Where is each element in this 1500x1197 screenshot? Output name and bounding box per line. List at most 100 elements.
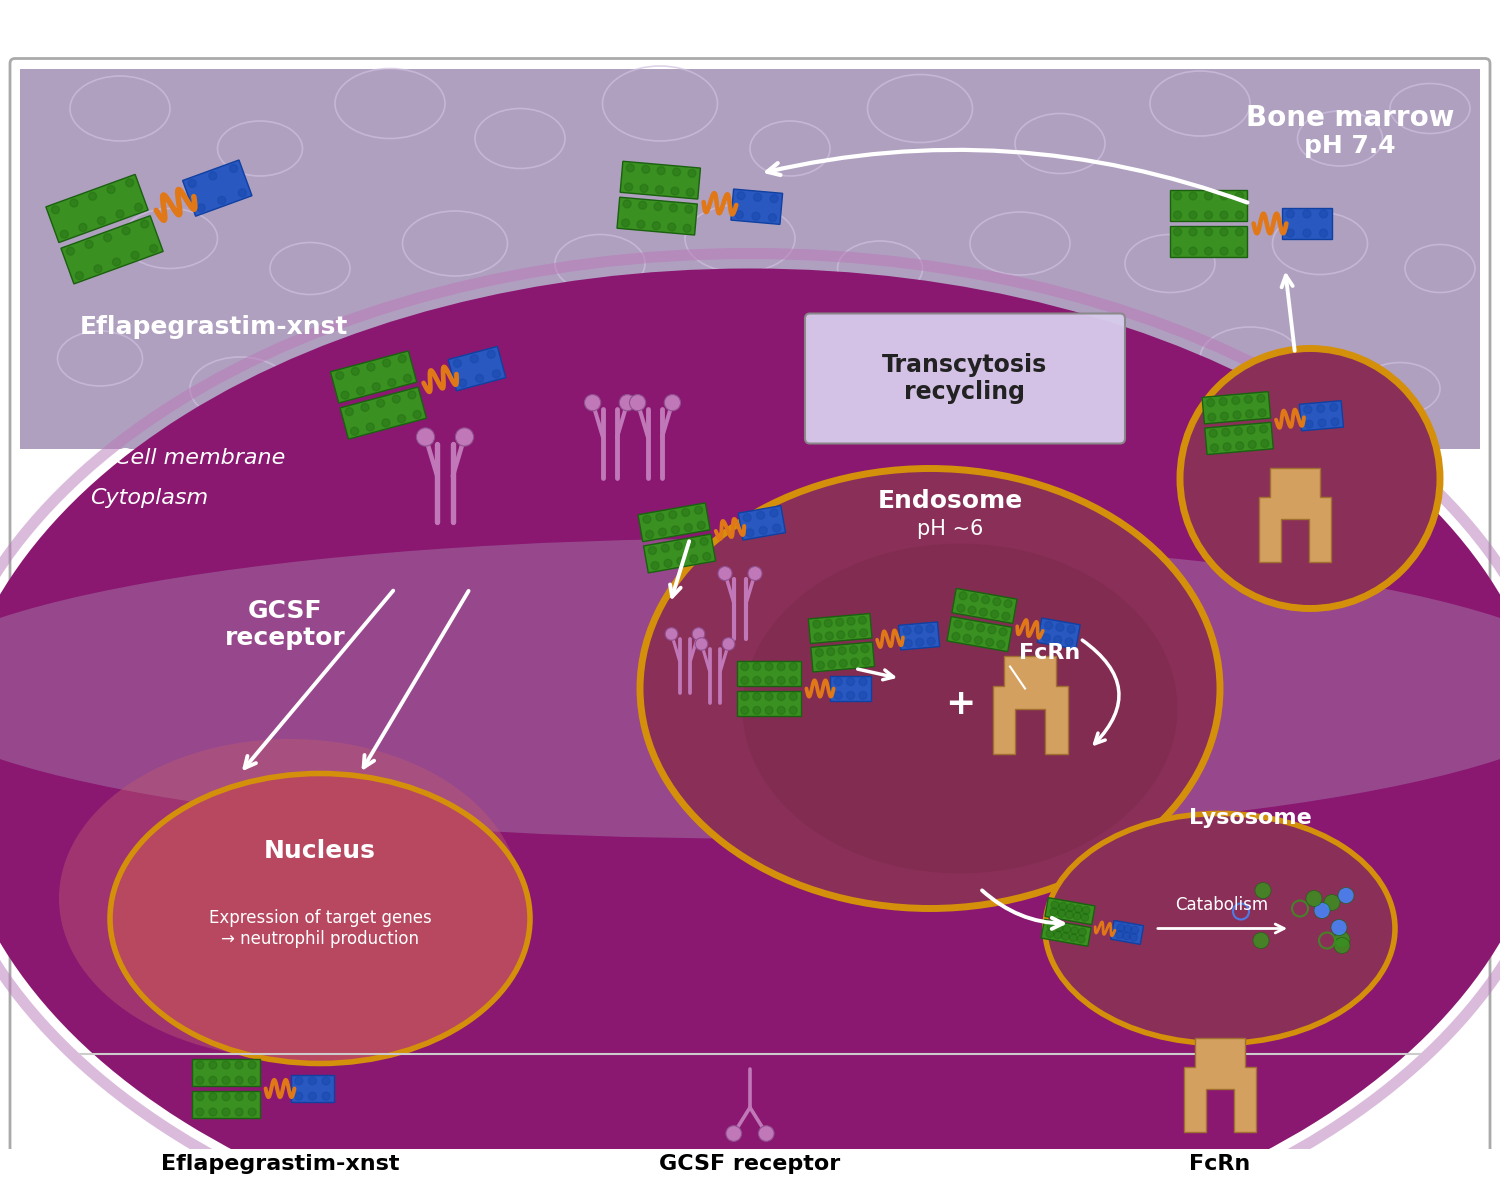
Circle shape (828, 661, 836, 668)
Circle shape (1070, 934, 1077, 942)
Circle shape (413, 411, 422, 419)
Circle shape (981, 596, 990, 603)
Circle shape (624, 183, 633, 192)
Polygon shape (1170, 226, 1248, 257)
Circle shape (813, 620, 820, 628)
Circle shape (98, 217, 105, 225)
Circle shape (1257, 394, 1264, 402)
Text: Endosome: Endosome (878, 488, 1023, 512)
Circle shape (209, 1061, 218, 1069)
FancyBboxPatch shape (10, 59, 1490, 1197)
Circle shape (698, 521, 705, 529)
Circle shape (1334, 931, 1350, 948)
Circle shape (789, 663, 798, 670)
Circle shape (309, 1092, 316, 1100)
Circle shape (1256, 882, 1270, 899)
Circle shape (672, 168, 681, 176)
Circle shape (585, 395, 600, 411)
Ellipse shape (1180, 348, 1440, 608)
Circle shape (1260, 425, 1268, 433)
Circle shape (296, 1092, 303, 1100)
Circle shape (236, 1076, 243, 1084)
Circle shape (915, 626, 922, 633)
Circle shape (858, 616, 867, 624)
Circle shape (903, 626, 910, 634)
Circle shape (376, 400, 384, 407)
Polygon shape (736, 691, 801, 716)
Circle shape (471, 354, 478, 363)
Circle shape (859, 692, 867, 699)
Circle shape (1190, 247, 1197, 255)
Circle shape (927, 637, 934, 645)
Circle shape (630, 395, 645, 411)
Polygon shape (291, 1075, 334, 1102)
Circle shape (768, 214, 777, 221)
Circle shape (1065, 911, 1074, 918)
Bar (20, 68, 1480, 449)
Circle shape (684, 523, 693, 531)
Circle shape (417, 427, 435, 446)
Circle shape (1236, 227, 1244, 236)
Circle shape (1122, 931, 1131, 940)
Polygon shape (993, 656, 1068, 753)
Circle shape (196, 1076, 204, 1084)
Circle shape (702, 553, 711, 560)
Circle shape (834, 678, 842, 686)
Circle shape (968, 606, 976, 614)
Circle shape (196, 1108, 204, 1116)
Circle shape (847, 630, 856, 638)
Circle shape (621, 219, 630, 227)
Circle shape (106, 186, 116, 194)
Circle shape (640, 184, 648, 193)
Circle shape (998, 640, 1005, 649)
Circle shape (789, 706, 798, 715)
Circle shape (746, 529, 754, 536)
Circle shape (692, 627, 705, 640)
Circle shape (209, 1108, 218, 1116)
Circle shape (1324, 894, 1340, 911)
Circle shape (209, 172, 218, 180)
Circle shape (756, 511, 765, 519)
Circle shape (345, 408, 354, 415)
Circle shape (1173, 192, 1182, 200)
Circle shape (492, 370, 501, 378)
Circle shape (770, 195, 778, 202)
Ellipse shape (0, 268, 1500, 1197)
Circle shape (1042, 634, 1050, 642)
Circle shape (765, 663, 772, 670)
Circle shape (963, 634, 970, 643)
Circle shape (664, 395, 681, 411)
Circle shape (656, 514, 664, 521)
Circle shape (340, 391, 350, 399)
Circle shape (1209, 430, 1218, 437)
Circle shape (1287, 229, 1294, 237)
Circle shape (694, 638, 708, 650)
Polygon shape (62, 215, 164, 284)
Circle shape (1054, 931, 1062, 938)
Circle shape (236, 1108, 243, 1116)
Circle shape (993, 597, 1000, 606)
Circle shape (1050, 907, 1058, 916)
Polygon shape (1046, 898, 1095, 924)
Circle shape (777, 693, 784, 700)
Circle shape (648, 547, 657, 554)
Circle shape (1116, 930, 1124, 938)
Circle shape (222, 1061, 230, 1069)
Circle shape (664, 559, 672, 567)
Circle shape (1210, 444, 1218, 452)
Circle shape (248, 1076, 256, 1084)
Circle shape (393, 395, 400, 403)
Circle shape (688, 169, 696, 177)
Circle shape (952, 632, 960, 640)
Circle shape (816, 661, 825, 669)
Circle shape (112, 259, 120, 266)
Circle shape (859, 628, 867, 637)
Circle shape (309, 1077, 316, 1084)
Circle shape (970, 594, 978, 602)
Circle shape (990, 610, 999, 618)
Circle shape (1066, 904, 1074, 912)
Text: Cytoplasm: Cytoplasm (90, 487, 209, 508)
Circle shape (1304, 209, 1311, 218)
Circle shape (753, 706, 760, 715)
Circle shape (753, 663, 760, 670)
